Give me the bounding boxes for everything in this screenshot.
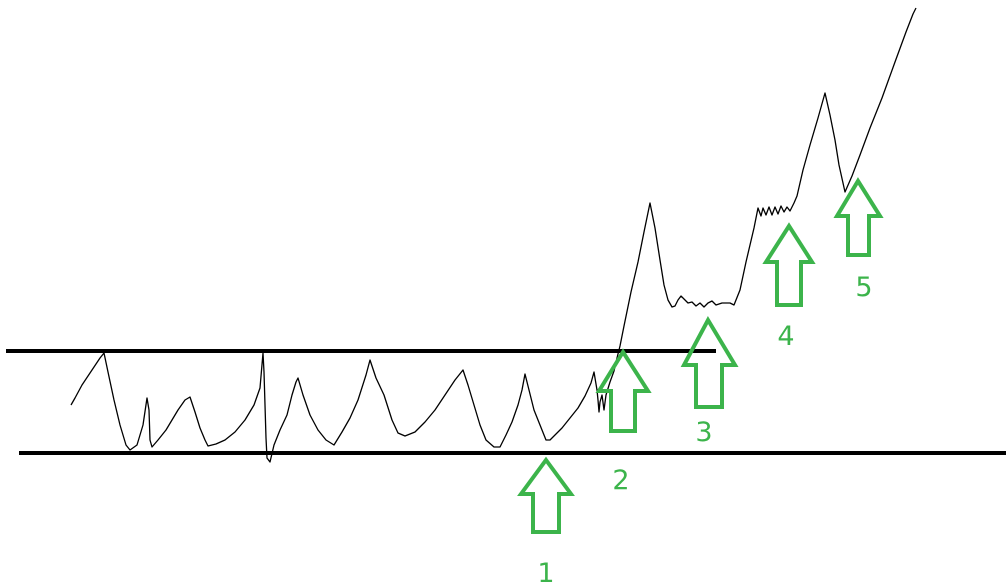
price-line [70, 7, 917, 463]
up-arrow-icon [680, 315, 739, 409]
up-arrow-icon [833, 177, 884, 257]
arrow-label-3: 3 [695, 417, 712, 448]
breakout-arrow-5: 5 [833, 177, 884, 303]
breakout-arrow-3: 3 [680, 315, 739, 448]
up-arrow-icon [595, 348, 652, 433]
arrow-label-1: 1 [537, 558, 554, 583]
breakout-arrow-1: 1 [517, 456, 575, 583]
arrow-label-2: 2 [612, 465, 629, 496]
arrow-label-4: 4 [777, 321, 794, 352]
arrow-label-5: 5 [855, 272, 872, 303]
breakout-arrow-2: 2 [595, 348, 652, 496]
breakout-arrow-4: 4 [762, 222, 816, 352]
up-arrow-icon [517, 456, 575, 534]
up-arrow-icon [762, 222, 816, 307]
